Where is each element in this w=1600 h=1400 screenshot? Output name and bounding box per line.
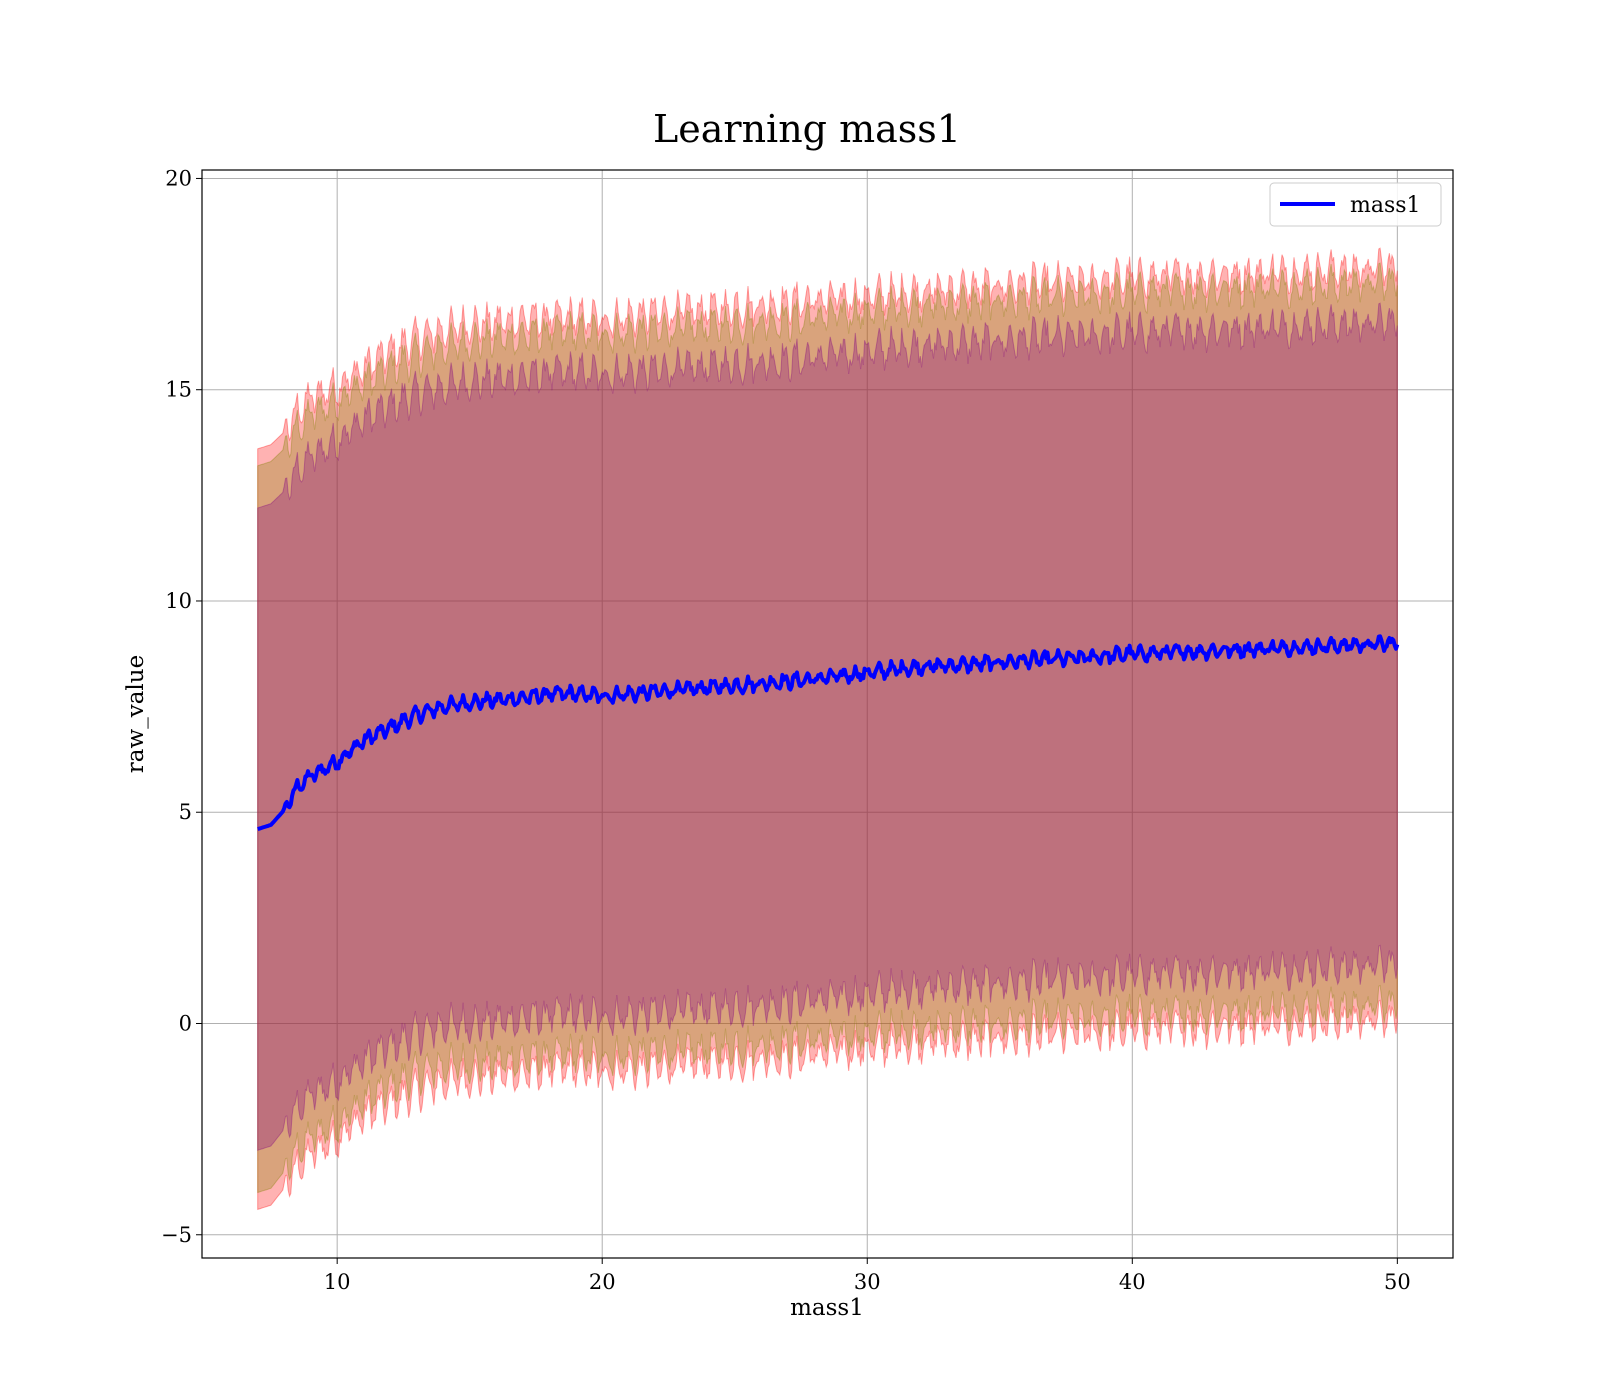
- legend: mass1: [1269, 182, 1442, 227]
- legend-box: [1269, 182, 1442, 227]
- x-tick-label: 30: [854, 1270, 881, 1294]
- band-2: [257, 302, 1398, 1152]
- confidence-bands: [257, 247, 1398, 1211]
- x-tick-label: 10: [324, 1270, 351, 1294]
- x-axis-label: mass1: [790, 1295, 864, 1321]
- band-0: [257, 247, 1398, 1211]
- legend-label-mass1: mass1: [1350, 193, 1421, 218]
- x-axis-ticks: 10 20 30 40 50: [324, 1258, 1411, 1294]
- plot-frame: [201, 169, 1454, 1259]
- y-tick-label: 10: [165, 589, 192, 613]
- y-tick-label: 20: [165, 166, 192, 190]
- x-tick-label: 50: [1384, 1270, 1411, 1294]
- y-tick-label: 15: [165, 378, 192, 402]
- grid: [202, 170, 1453, 1258]
- x-tick-label: 40: [1119, 1270, 1146, 1294]
- y-tick-label: 5: [179, 800, 192, 824]
- series-line-mass1: [257, 634, 1400, 832]
- x-tick-label: 20: [589, 1270, 616, 1294]
- y-axis-label: raw_value: [123, 655, 149, 773]
- series-lines: [257, 634, 1400, 832]
- y-axis-ticks: −5 0 5 10 15 20: [161, 166, 202, 1247]
- y-tick-label: 0: [179, 1011, 192, 1035]
- y-tick-label: −5: [161, 1223, 192, 1247]
- chart-title: Learning mass1: [653, 107, 961, 151]
- band-1: [257, 262, 1398, 1194]
